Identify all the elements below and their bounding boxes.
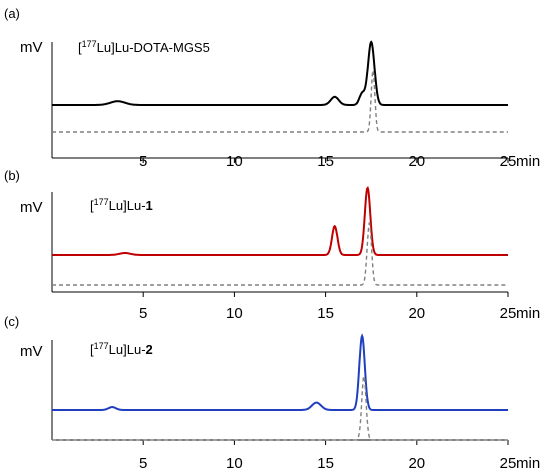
chart-panel-2: (b) mV [177Lu]Lu-1 5 10 15 20 25 min — [4, 168, 540, 322]
x-tick-label: 15 — [317, 305, 334, 322]
x-tick-label: 25 — [500, 305, 517, 322]
x-tick-label: 20 — [408, 455, 425, 472]
x-tick-label: 10 — [226, 153, 243, 170]
sample-trace — [52, 185, 508, 256]
x-tick-label: 20 — [408, 305, 425, 322]
compound-label: [177Lu]Lu-DOTA-MGS5 — [78, 39, 210, 55]
panel-label: (b) — [4, 168, 20, 183]
x-tick-label: 5 — [139, 305, 147, 322]
panel-label: (c) — [4, 314, 19, 329]
x-tick-label: 15 — [317, 153, 334, 170]
x-axis-unit: min — [516, 305, 540, 322]
x-tick-label: 20 — [408, 153, 425, 170]
x-tick-label: 10 — [226, 455, 243, 472]
reference-trace-dashed — [52, 375, 508, 441]
x-tick-label: 25 — [500, 153, 517, 170]
y-axis-label: mV — [20, 199, 43, 216]
x-tick-label: 10 — [226, 305, 243, 322]
compound-label: [177Lu]Lu-2 — [90, 341, 153, 357]
reference-trace-dashed — [52, 68, 508, 133]
x-tick-label: 15 — [317, 455, 334, 472]
sample-trace — [52, 333, 508, 411]
sample-trace — [52, 40, 508, 106]
x-axis-unit: min — [516, 455, 540, 472]
chart-panel-3: (c)mV [177Lu]Lu-2 5 10 15 20 25 min — [4, 314, 540, 472]
y-axis-label: mV — [20, 343, 43, 360]
panel-label: (a) — [4, 6, 20, 21]
x-tick-label: 5 — [139, 153, 147, 170]
reference-trace-dashed — [52, 222, 508, 286]
y-axis-label: mV — [20, 39, 43, 56]
x-axis-unit: min — [516, 153, 540, 170]
chart-panel-1: (a) mV [177Lu]Lu-DOTA-MGS5 5 10 15 20 25 min — [4, 6, 540, 170]
x-tick-label: 5 — [139, 455, 147, 472]
compound-label: [177Lu]Lu-1 — [90, 197, 153, 213]
x-tick-label: 25 — [500, 455, 517, 472]
